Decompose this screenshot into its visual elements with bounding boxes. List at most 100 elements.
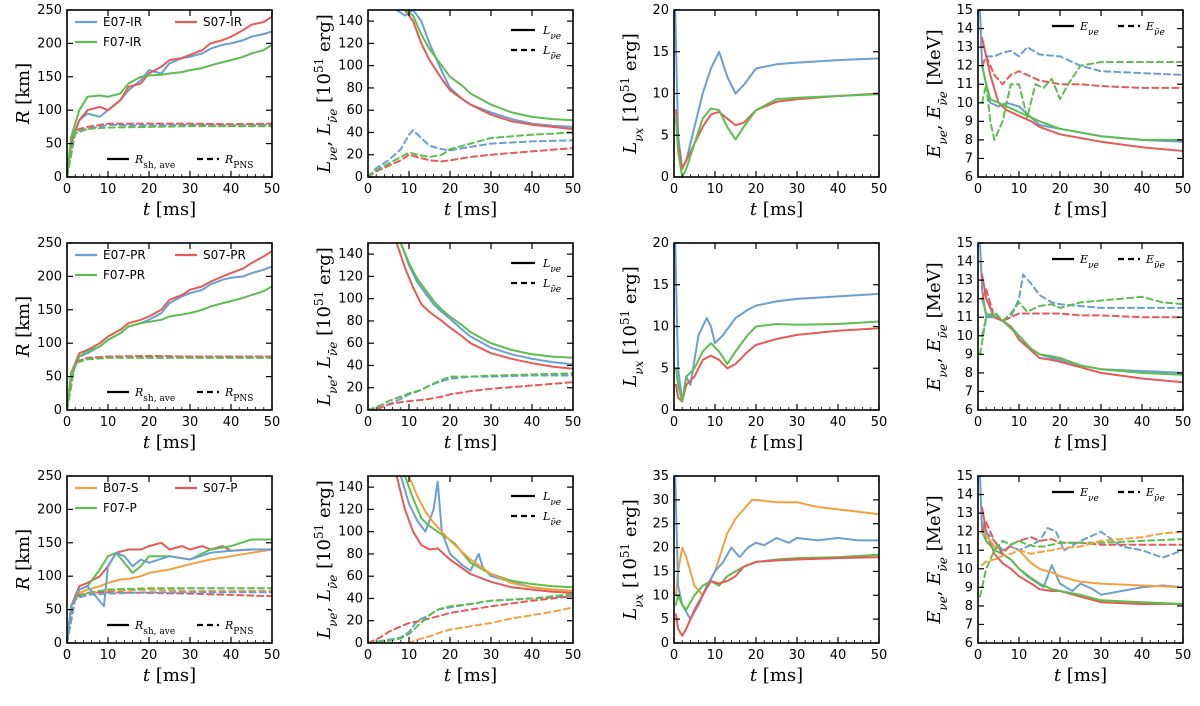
series-line-e07-ir: [67, 30, 272, 177]
x-tick-label: 40: [830, 182, 847, 197]
series-line-f07-p: [403, 476, 573, 589]
x-tick-label: 30: [1093, 648, 1110, 663]
legend-dashed-label: Eν̄e: [1145, 253, 1165, 271]
style-legend: Rsh, ave RPNS: [107, 153, 253, 171]
legend-label: E07-PR: [103, 248, 146, 262]
y-tick-label: 120: [338, 269, 363, 284]
y-tick-label: 10: [652, 588, 669, 603]
chart-panel-9: 0 10 20 30 40 50 0 50 100 150 200 250 t [ms] R [km] B0…: [13, 469, 280, 686]
y-tick-label: 0: [661, 636, 669, 651]
y-tick-label: 13: [956, 273, 973, 288]
series-line-f07-ir: [675, 93, 879, 177]
legend-dashed-label: Eν̄e: [1145, 486, 1165, 504]
series-line-s07-p: [675, 556, 879, 637]
series-line-b07-s: [67, 548, 272, 643]
plot-frame: [66, 242, 273, 411]
legend-solid-label: Eνe: [1079, 253, 1099, 271]
y-axis-label: Eνe, Eν̄e [MeV]: [924, 262, 950, 391]
y-tick-label: 35: [652, 469, 669, 484]
x-axis-label: t [ms]: [750, 665, 803, 686]
plot-frame: [66, 475, 273, 644]
x-tick-label: 50: [264, 182, 281, 197]
series-line-s07-p-nubar: [981, 521, 1183, 555]
x-tick-label: 40: [524, 648, 541, 663]
x-axis-label: t [ms]: [444, 665, 497, 686]
series-line-f07-p: [675, 553, 879, 611]
y-tick-label: 25: [652, 517, 669, 532]
x-tick-label: 40: [830, 648, 847, 663]
y-tick-label: 6: [965, 403, 973, 418]
y-tick-label: 15: [652, 564, 669, 579]
legend-label: S07-PR: [203, 248, 246, 262]
x-tick-label: 50: [264, 415, 281, 430]
series-group: [674, 476, 879, 637]
legend-label: F07-PR: [103, 268, 145, 282]
series-line-e07-p-nubar: [981, 521, 1183, 559]
x-tick-label: 20: [442, 182, 459, 197]
y-tick-label: 6: [965, 170, 973, 185]
series-group: [368, 476, 573, 643]
legend-dashed-label: Lν̄e: [542, 277, 561, 295]
legend-dashed-label: Lν̄e: [542, 510, 561, 528]
plot-frame: [977, 475, 1184, 644]
series-group: [368, 243, 573, 410]
series-group: [67, 538, 272, 643]
y-tick-label: 100: [37, 103, 62, 118]
x-tick-label: 20: [1052, 648, 1069, 663]
legend-solid-label: Lνe: [542, 257, 561, 275]
chart-panel-6: 0 10 20 30 40 50 0 20 40 60 80 100 120 140 t [ms] Lνe, …: [312, 242, 581, 453]
legend-dashed-label: Eν̄e: [1145, 20, 1165, 38]
y-tick-label: 100: [338, 59, 363, 74]
y-tick-label: 15: [956, 3, 973, 18]
x-tick-label: 0: [63, 182, 71, 197]
y-tick-label: 60: [346, 336, 363, 351]
plot-frame: [673, 475, 880, 644]
x-tick-label: 20: [442, 648, 459, 663]
x-tick-label: 20: [748, 415, 765, 430]
series-line-f07-ir-nubar: [368, 131, 573, 177]
y-tick-label: 50: [45, 370, 62, 385]
series-group: [979, 476, 1183, 605]
series-line-b07-s-nubar: [368, 606, 573, 643]
legend-solid-label: Rsh, ave: [134, 619, 175, 637]
y-tick-label: 9: [965, 347, 973, 362]
x-tick-label: 30: [182, 415, 199, 430]
x-tick-label: 10: [401, 415, 418, 430]
x-tick-label: 20: [442, 415, 459, 430]
legend-dashed-label: Lν̄e: [542, 44, 561, 62]
y-tick-label: 8: [965, 599, 973, 614]
style-legend: Rsh, ave RPNS: [107, 619, 253, 637]
x-tick-label: 10: [401, 182, 418, 197]
series-line-f07-ir-nubar: [981, 61, 1183, 141]
series-group: [674, 243, 879, 403]
legend-dashed-label: RPNS: [224, 153, 253, 171]
y-tick-label: 0: [355, 403, 363, 418]
legend-dashed-label: RPNS: [224, 619, 253, 637]
x-tick-label: 10: [1011, 415, 1028, 430]
x-axis-label: t [ms]: [750, 432, 803, 453]
x-tick-label: 50: [1175, 648, 1192, 663]
chart-panel-4: 0 10 20 30 40 50 6 7 8 9 10 11 12 13 14 15 t [ms] Eνe, Eν…: [924, 3, 1191, 220]
y-tick-label: 14: [956, 22, 973, 37]
x-tick-label: 10: [707, 415, 724, 430]
legend-solid-label: Lνe: [542, 490, 561, 508]
x-tick-label: 10: [707, 648, 724, 663]
y-tick-label: 250: [37, 3, 62, 18]
x-tick-label: 40: [223, 182, 240, 197]
y-axis-label: Eνe, Eν̄e [MeV]: [924, 29, 950, 158]
y-tick-label: 100: [338, 292, 363, 307]
series-line-f07-pr: [675, 320, 879, 403]
y-tick-label: 200: [37, 502, 62, 517]
x-tick-label: 0: [63, 648, 71, 663]
y-tick-label: 11: [956, 77, 973, 92]
y-tick-label: 11: [956, 310, 973, 325]
series-line-s07-ir: [981, 36, 1183, 152]
y-tick-label: 40: [346, 591, 363, 606]
x-tick-label: 40: [1134, 182, 1151, 197]
x-tick-label: 50: [1175, 182, 1192, 197]
style-legend: Lνe Lν̄e: [511, 257, 561, 295]
x-tick-label: 10: [100, 415, 117, 430]
x-tick-label: 10: [100, 648, 117, 663]
y-tick-label: 250: [37, 236, 62, 251]
